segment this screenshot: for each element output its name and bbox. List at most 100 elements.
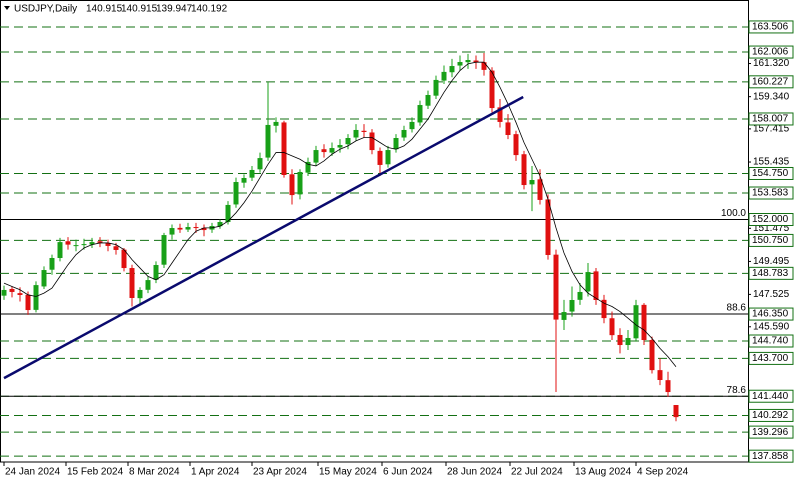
candle-body — [57, 242, 63, 258]
candle-body — [321, 149, 327, 153]
ohlc-open: 140.915 — [86, 4, 123, 15]
plot-frame — [0, 0, 749, 463]
candle-body — [553, 254, 559, 320]
ohlc-high: 140.915 — [121, 4, 158, 15]
candle-body — [353, 129, 359, 138]
x-tick-label: 15 May 2024 — [319, 467, 377, 478]
candle-body — [193, 227, 199, 229]
candle-body — [545, 199, 551, 255]
candle-body — [289, 174, 295, 196]
candle-body — [113, 246, 119, 250]
level-label-box — [748, 233, 794, 247]
fib-label: 78.6 — [727, 385, 747, 396]
level-label-box — [748, 351, 794, 365]
level-label: 152.000 — [752, 214, 789, 225]
candle-body — [409, 121, 415, 130]
candle-body — [361, 130, 367, 132]
candle-body — [33, 285, 39, 310]
candle-body — [457, 62, 463, 66]
candle-body — [465, 60, 471, 63]
candle-body — [97, 241, 103, 243]
level-label-box — [748, 408, 794, 422]
level-label-box — [748, 389, 794, 403]
level-label-box — [748, 186, 794, 200]
level-label: 163.506 — [752, 22, 789, 33]
menu-arrow — [4, 6, 10, 10]
candle-body — [185, 227, 191, 230]
level-label: 139.296 — [752, 427, 789, 438]
level-label-box — [748, 166, 794, 180]
candle-body — [513, 134, 519, 156]
x-tick-label: 24 Jan 2024 — [5, 467, 60, 478]
fib-label: 88.6 — [727, 303, 747, 314]
candle-body — [201, 227, 207, 231]
candle-body — [337, 145, 343, 148]
x-tick-label: 28 Jun 2024 — [447, 467, 502, 478]
x-tick-label: 1 Apr 2024 — [191, 467, 240, 478]
level-label-box — [748, 449, 794, 463]
level-label: 146.350 — [752, 309, 789, 320]
candle-body — [81, 244, 87, 246]
candle-body — [65, 241, 71, 245]
candle-body — [393, 138, 399, 150]
level-label: 150.750 — [752, 235, 789, 246]
level-label: 160.227 — [752, 76, 789, 87]
candle-body — [345, 138, 351, 145]
candle-body — [521, 154, 527, 186]
level-label: 140.292 — [752, 410, 789, 421]
candle-body — [225, 204, 231, 223]
candle-body — [657, 370, 663, 380]
candle-body — [129, 268, 135, 298]
candle-body — [121, 249, 127, 269]
candle-body — [649, 339, 655, 371]
candle-body — [441, 71, 447, 81]
candle-body — [153, 265, 159, 280]
candle-body — [105, 242, 111, 246]
level-label: 141.440 — [752, 391, 789, 402]
level-label-box — [748, 425, 794, 439]
candle-body — [473, 60, 479, 63]
candle-body — [425, 94, 431, 106]
candle-body — [161, 235, 167, 265]
candle-body — [297, 171, 303, 195]
candle-body — [137, 289, 143, 299]
candle-body — [25, 294, 31, 311]
y-tick-label: 155.435 — [753, 157, 790, 168]
level-label: 137.858 — [752, 451, 789, 462]
candle-body — [369, 132, 375, 151]
candle-body — [593, 271, 599, 301]
x-tick-label: 8 Mar 2024 — [129, 467, 180, 478]
level-label-box — [748, 213, 794, 227]
candle-body — [417, 105, 423, 123]
candle-body — [377, 150, 383, 165]
x-tick-label: 6 Jun 2024 — [383, 467, 433, 478]
candle-body — [313, 150, 319, 163]
level-label-box — [748, 334, 794, 348]
candle-body — [673, 405, 679, 418]
fib-label: 100.0 — [721, 208, 746, 219]
chart-title: USDJPY,Daily — [14, 4, 77, 15]
candle-body — [1, 289, 7, 296]
candle-body — [257, 158, 263, 170]
y-tick-label: 147.525 — [753, 289, 790, 300]
candle-body — [569, 300, 575, 312]
candle-body — [617, 334, 623, 346]
candle-body — [217, 222, 223, 227]
level-label-box — [748, 75, 794, 89]
level-label-box — [748, 112, 794, 126]
y-tick-label: 151.475 — [753, 223, 790, 234]
candle-body — [177, 227, 183, 230]
candle-body — [385, 150, 391, 165]
candle-body — [329, 148, 335, 153]
trendline — [3, 95, 524, 380]
candle-body — [633, 305, 639, 339]
level-label: 154.750 — [752, 168, 789, 179]
candle-body — [561, 312, 567, 320]
candle-body — [505, 122, 511, 135]
candle-body — [641, 304, 647, 340]
candle-body — [73, 245, 79, 247]
level-label-box — [748, 45, 794, 59]
x-tick-label: 13 Aug 2024 — [575, 467, 632, 478]
candle-body — [481, 62, 487, 70]
candle-body — [281, 122, 287, 175]
